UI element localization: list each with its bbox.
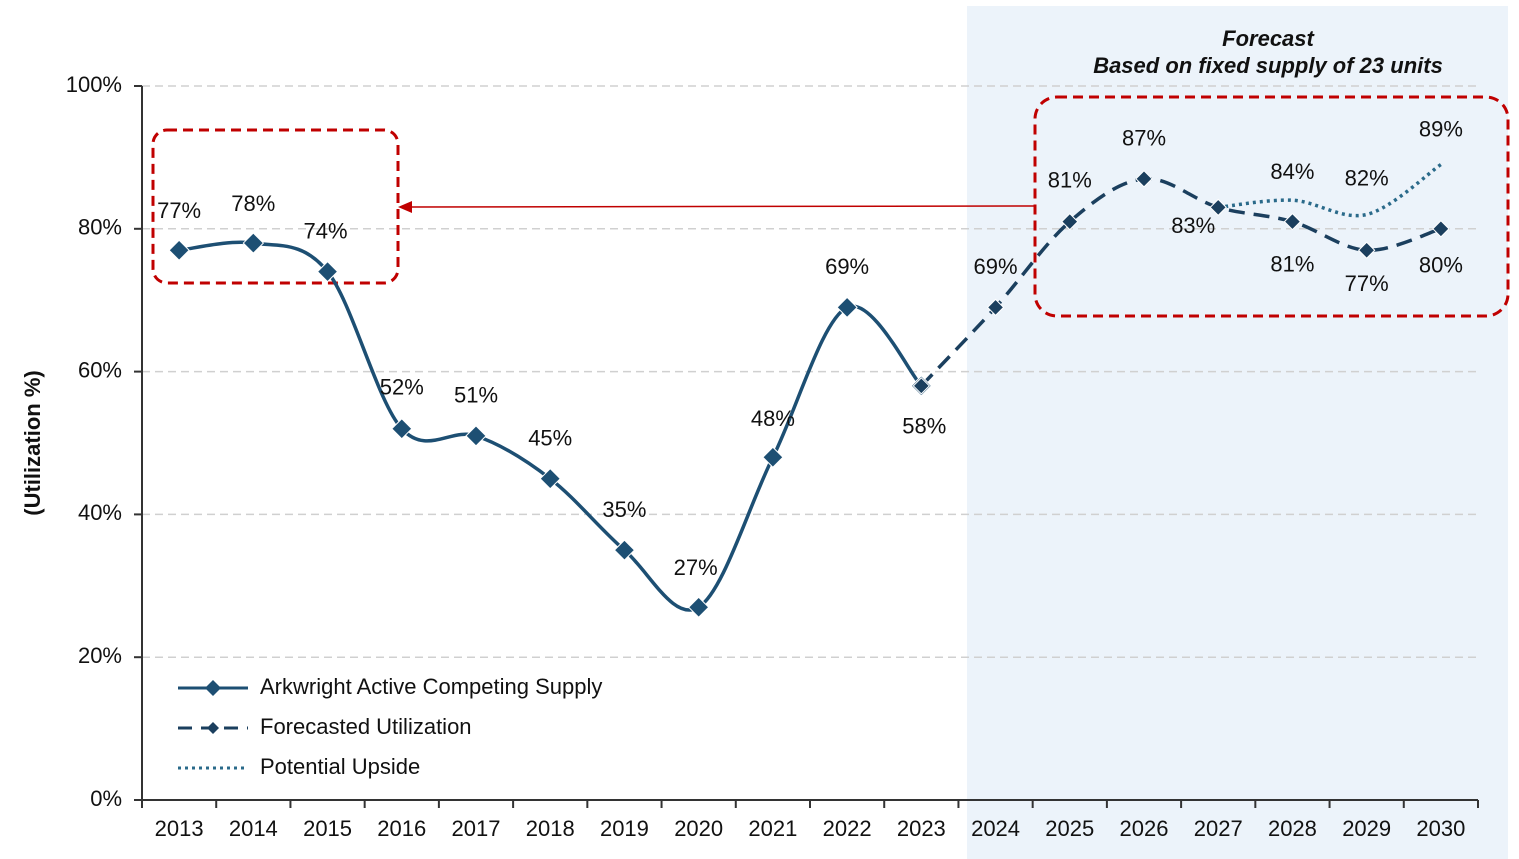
data-label: 69% — [974, 254, 1018, 279]
data-label: 52% — [380, 375, 424, 400]
legend-marker — [207, 722, 219, 734]
x-tick-label: 2026 — [1120, 816, 1169, 841]
marker — [613, 539, 636, 561]
x-tick-label: 2015 — [303, 816, 352, 841]
x-tick-label: 2014 — [229, 816, 278, 841]
data-label: 74% — [304, 218, 348, 243]
forecast-region — [967, 6, 1508, 859]
data-label: 82% — [1345, 165, 1389, 190]
data-label: 87% — [1122, 126, 1166, 151]
data-label: 69% — [825, 254, 869, 279]
x-tick-label: 2029 — [1342, 816, 1391, 841]
x-tick-label: 2023 — [897, 816, 946, 841]
y-tick-label: 0% — [90, 786, 122, 811]
marker — [539, 467, 561, 490]
marker — [316, 260, 339, 283]
x-tick-label: 2018 — [526, 816, 575, 841]
y-tick-label: 20% — [78, 643, 122, 668]
marker — [836, 296, 858, 319]
y-tick-label: 100% — [66, 72, 122, 97]
x-tick-label: 2022 — [823, 816, 872, 841]
x-tick-label: 2019 — [600, 816, 649, 841]
data-label: 35% — [602, 497, 646, 522]
data-label: 78% — [231, 191, 275, 216]
x-tick-label: 2016 — [377, 816, 426, 841]
x-tick-label: 2021 — [748, 816, 797, 841]
legend-marker — [205, 680, 221, 696]
data-label: 84% — [1270, 159, 1314, 184]
x-tick-label: 2024 — [971, 816, 1020, 841]
marker — [762, 446, 784, 468]
x-tick-label: 2020 — [674, 816, 723, 841]
marker — [1209, 198, 1227, 217]
data-label: 51% — [454, 383, 498, 408]
annotation: Forecast — [1222, 26, 1315, 51]
marker — [1357, 241, 1376, 259]
data-label: 77% — [157, 198, 201, 223]
data-label: 58% — [902, 414, 946, 439]
x-tick-label: 2017 — [452, 816, 501, 841]
marker — [1061, 212, 1079, 231]
data-label: 77% — [1345, 271, 1389, 296]
marker — [242, 232, 265, 254]
legend-label: Arkwright Active Competing Supply — [260, 674, 602, 699]
x-tick-label: 2028 — [1268, 816, 1317, 841]
grid — [142, 85, 1478, 658]
data-label: 83% — [1171, 213, 1215, 238]
marker — [391, 418, 413, 440]
legend-label: Potential Upside — [260, 754, 420, 779]
y-tick-label: 60% — [78, 357, 122, 382]
x-tick-label: 2027 — [1194, 816, 1243, 841]
data-label: 80% — [1419, 253, 1463, 278]
series-line — [1218, 163, 1442, 218]
x-tick-label: 2025 — [1045, 816, 1094, 841]
data-label: 81% — [1048, 167, 1092, 192]
marker — [168, 239, 190, 261]
x-tick-label: 2030 — [1416, 816, 1465, 841]
marker — [1283, 212, 1302, 231]
marker — [1432, 220, 1450, 238]
data-label: 48% — [751, 406, 795, 431]
marker — [465, 425, 487, 447]
annotation: Based on fixed supply of 23 units — [1093, 53, 1443, 78]
data-label: 45% — [528, 426, 572, 451]
arrow — [409, 205, 1036, 208]
legend-label: Forecasted Utilization — [260, 714, 472, 739]
data-label: 81% — [1270, 251, 1314, 276]
marker — [986, 298, 1005, 317]
marker — [687, 596, 710, 618]
marker — [1135, 170, 1153, 188]
marker — [912, 377, 931, 395]
y-tick-label: 80% — [78, 215, 122, 240]
y-axis-label: (Utilization %) — [20, 370, 45, 515]
y-tick-label: 40% — [78, 500, 122, 525]
arrow-head — [398, 201, 412, 213]
data-label: 89% — [1419, 116, 1463, 141]
data-label: 27% — [674, 555, 718, 580]
x-tick-label: 2013 — [155, 816, 204, 841]
